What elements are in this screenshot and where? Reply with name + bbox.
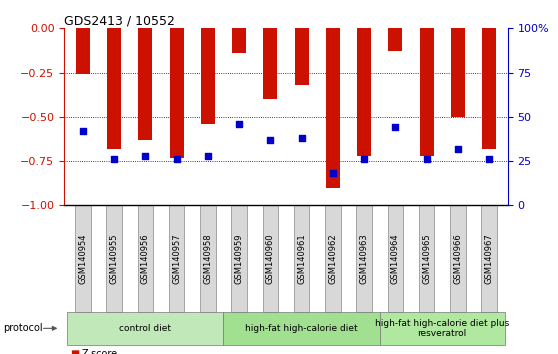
Text: GSM140955: GSM140955 (110, 233, 119, 284)
Text: GSM140965: GSM140965 (422, 233, 431, 284)
Text: GSM140960: GSM140960 (266, 233, 275, 284)
Text: high-fat high-calorie diet: high-fat high-calorie diet (246, 324, 358, 333)
Bar (451, 28, 465, 117)
Point (297, 135, 306, 141)
Text: high-fat high-calorie diet plus
resveratrol: high-fat high-calorie diet plus resverat… (375, 319, 509, 338)
Point (484, 156, 493, 162)
Text: GSM140954: GSM140954 (79, 233, 88, 284)
Text: GSM140964: GSM140964 (391, 233, 400, 284)
Bar (76, 28, 90, 74)
Bar (482, 28, 496, 149)
Text: GSM140961: GSM140961 (297, 233, 306, 284)
Point (391, 125, 400, 130)
Bar (138, 28, 152, 140)
Text: GSM140959: GSM140959 (234, 233, 244, 284)
Point (172, 156, 181, 162)
Text: control diet: control diet (119, 324, 171, 333)
Text: GSM140962: GSM140962 (328, 233, 338, 284)
Point (110, 156, 119, 162)
Point (453, 146, 462, 152)
Bar (388, 28, 402, 51)
Text: protocol: protocol (3, 323, 42, 333)
Text: ■: ■ (70, 349, 79, 354)
Point (235, 121, 244, 127)
Point (141, 153, 150, 159)
Text: GDS2413 / 10552: GDS2413 / 10552 (64, 14, 175, 27)
Text: GSM140956: GSM140956 (141, 233, 150, 284)
Bar (295, 28, 309, 85)
Point (359, 156, 368, 162)
Point (204, 153, 213, 159)
Text: GSM140958: GSM140958 (203, 233, 213, 284)
Bar (232, 28, 246, 53)
Bar (263, 28, 277, 99)
Point (422, 156, 431, 162)
Bar (420, 28, 434, 156)
Text: GSM140963: GSM140963 (359, 233, 369, 284)
Bar (357, 28, 371, 156)
Text: GSM140966: GSM140966 (453, 233, 462, 284)
Point (79, 128, 88, 134)
Bar (107, 28, 121, 149)
Text: GSM140957: GSM140957 (172, 233, 181, 284)
Bar (170, 28, 184, 158)
Bar (201, 28, 215, 124)
Bar (326, 28, 340, 188)
Text: Z-score: Z-score (82, 349, 118, 354)
Text: GSM140967: GSM140967 (484, 233, 493, 284)
Point (266, 137, 275, 143)
Point (328, 171, 337, 176)
